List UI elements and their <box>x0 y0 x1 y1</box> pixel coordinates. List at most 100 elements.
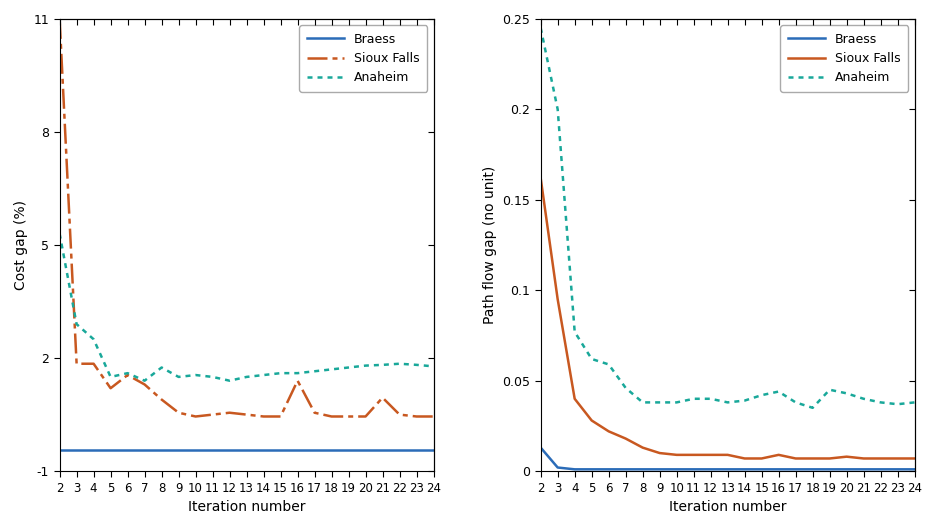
Sioux Falls <box>688 451 699 458</box>
Line: Anaheim: Anaheim <box>541 28 914 408</box>
Braess <box>722 466 733 473</box>
Sioux Falls <box>258 413 270 420</box>
Sioux Falls <box>224 410 235 416</box>
Line: Sioux Falls: Sioux Falls <box>541 178 914 458</box>
Sioux Falls <box>173 410 184 416</box>
Sioux Falls <box>807 455 818 461</box>
Braess <box>122 447 133 454</box>
Braess <box>207 447 218 454</box>
Braess <box>858 466 870 473</box>
Braess <box>411 447 422 454</box>
Anaheim <box>688 395 699 402</box>
Braess <box>54 447 66 454</box>
Braess <box>773 466 784 473</box>
X-axis label: Iteration number: Iteration number <box>669 500 786 514</box>
Braess <box>756 466 768 473</box>
Anaheim <box>275 370 286 376</box>
Anaheim <box>841 390 853 397</box>
Sioux Falls <box>156 397 168 403</box>
Braess <box>394 447 405 454</box>
Braess <box>241 447 252 454</box>
Anaheim <box>552 106 563 112</box>
Braess <box>428 447 439 454</box>
Braess <box>654 466 665 473</box>
Anaheim <box>139 378 150 384</box>
Anaheim <box>535 25 547 31</box>
Sioux Falls <box>569 395 580 402</box>
Braess <box>139 447 150 454</box>
Braess <box>309 447 320 454</box>
Sioux Falls <box>190 413 201 420</box>
Anaheim <box>224 378 235 384</box>
Braess <box>739 466 751 473</box>
Sioux Falls <box>654 450 665 456</box>
Braess <box>841 466 853 473</box>
Anaheim <box>88 336 99 342</box>
Sioux Falls <box>603 428 614 435</box>
Anaheim <box>637 399 649 406</box>
Anaheim <box>377 362 388 368</box>
Braess <box>909 466 920 473</box>
Sioux Falls <box>535 175 547 181</box>
Legend: Braess, Sioux Falls, Anaheim: Braess, Sioux Falls, Anaheim <box>300 25 428 92</box>
Sioux Falls <box>241 411 252 418</box>
Sioux Falls <box>411 413 422 420</box>
Sioux Falls <box>326 413 337 420</box>
Anaheim <box>790 399 801 406</box>
Anaheim <box>875 399 886 406</box>
Sioux Falls <box>428 413 439 420</box>
Sioux Falls <box>909 455 920 461</box>
Anaheim <box>309 368 320 374</box>
Sioux Falls <box>620 436 631 442</box>
Anaheim <box>909 399 920 406</box>
Sioux Falls <box>54 16 66 22</box>
Anaheim <box>586 356 597 362</box>
Braess <box>671 466 682 473</box>
Anaheim <box>569 328 580 335</box>
Braess <box>190 447 201 454</box>
Anaheim <box>671 399 682 406</box>
Anaheim <box>326 366 337 373</box>
Sioux Falls <box>394 411 405 418</box>
Anaheim <box>722 399 733 406</box>
Braess <box>105 447 116 454</box>
Braess <box>705 466 716 473</box>
Anaheim <box>207 374 218 380</box>
Sioux Falls <box>671 451 682 458</box>
X-axis label: Iteration number: Iteration number <box>188 500 305 514</box>
Braess <box>620 466 631 473</box>
Braess <box>603 466 614 473</box>
Anaheim <box>173 374 184 380</box>
Anaheim <box>71 321 82 327</box>
Anaheim <box>739 398 751 404</box>
Sioux Falls <box>586 417 597 423</box>
Anaheim <box>756 392 768 398</box>
Anaheim <box>620 385 631 391</box>
Anaheim <box>858 395 870 402</box>
Braess <box>807 466 818 473</box>
Sioux Falls <box>377 394 388 401</box>
Braess <box>824 466 835 473</box>
Sioux Falls <box>824 455 835 461</box>
Sioux Falls <box>88 361 99 367</box>
Sioux Falls <box>292 378 303 384</box>
Line: Anaheim: Anaheim <box>60 234 433 381</box>
Braess <box>173 447 184 454</box>
Braess <box>790 466 801 473</box>
Sioux Falls <box>841 454 853 460</box>
Sioux Falls <box>552 296 563 303</box>
Anaheim <box>54 231 66 237</box>
Line: Sioux Falls: Sioux Falls <box>60 19 433 417</box>
Anaheim <box>654 399 665 406</box>
Sioux Falls <box>105 385 116 391</box>
Sioux Falls <box>790 455 801 461</box>
Anaheim <box>824 386 835 393</box>
Anaheim <box>394 361 405 367</box>
Sioux Falls <box>207 411 218 418</box>
Braess <box>275 447 286 454</box>
Braess <box>326 447 337 454</box>
Sioux Falls <box>360 413 372 420</box>
Y-axis label: Path flow gap (no unit): Path flow gap (no unit) <box>483 166 497 324</box>
Sioux Falls <box>343 413 354 420</box>
Braess <box>360 447 372 454</box>
